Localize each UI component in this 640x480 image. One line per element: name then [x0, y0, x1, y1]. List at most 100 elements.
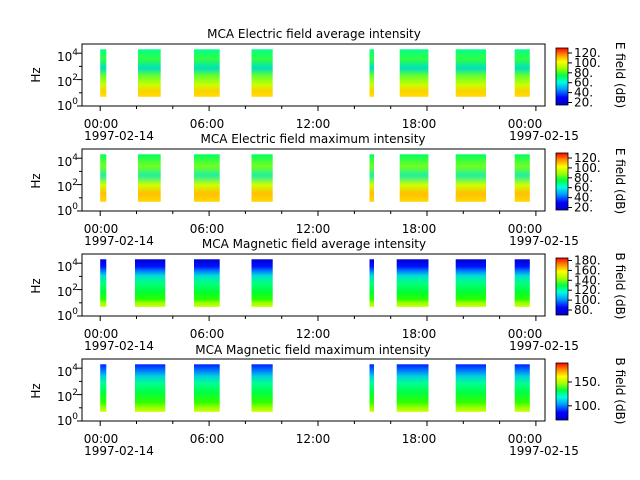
- panel-1-colorbar-tick-1: 40.: [574, 86, 593, 100]
- panel-3-segment-7: [514, 259, 530, 307]
- panel-4-xtick-3: 18:00: [402, 432, 437, 446]
- panel-2-colorbar-tick-3: 80.: [574, 171, 593, 185]
- panel-1-segment-1: [138, 49, 161, 97]
- panel-1-colorbar-tick-4: 100.: [574, 56, 601, 70]
- panel-4-segment-4: [369, 364, 374, 412]
- panel-2-colorbar-tick-4: 100.: [574, 161, 601, 175]
- panel-1-segment-0: [100, 49, 107, 97]
- panel-2-colorbar-tick-1: 40.: [574, 191, 593, 205]
- panel-1-colorbar: [556, 48, 568, 105]
- panel-3-colorbar-tick-1: 100.: [574, 293, 601, 307]
- panel-4-ytick-0: 100: [57, 412, 78, 428]
- panel-3-xdate-1: 1997-02-15: [509, 339, 579, 353]
- panel-1-ytick-0: 100: [57, 97, 78, 113]
- panel-3-colorbar: [556, 258, 568, 315]
- panel-2-segment-4: [369, 154, 374, 202]
- panel-1-segment-4: [369, 49, 374, 97]
- panel-2-axes: [81, 148, 546, 212]
- panel-2-xtick-2: 12:00: [296, 222, 331, 236]
- panel-1-xdate-1: 1997-02-15: [509, 129, 579, 143]
- panel-1-ytick-1: 102: [57, 73, 78, 89]
- panel-1-xtick-1: 06:00: [190, 117, 225, 131]
- panel-1-segment-3: [251, 49, 273, 97]
- panel-3-axes: [81, 253, 546, 317]
- panel-3-segment-1: [135, 259, 166, 307]
- panel-2-colorbar-tick-5: 120.: [574, 151, 601, 165]
- panel-1-segments: [100, 49, 530, 97]
- panel-2-colorbar: [556, 153, 568, 210]
- panel-1-ytick-2: 104: [57, 48, 78, 64]
- panel-4-xdate-1: 1997-02-15: [509, 444, 579, 458]
- panel-4-xtick-0: 00:00: [84, 432, 119, 446]
- panel-1-xtick-4: 00:00: [508, 117, 543, 131]
- panel-1-segment-7: [514, 49, 530, 97]
- panel-4-ytick-2: 104: [57, 363, 78, 379]
- panel-1-xdate-0: 1997-02-14: [84, 129, 154, 143]
- panel-2-segment-6: [455, 154, 486, 202]
- panel-3-xtick-2: 12:00: [296, 327, 331, 341]
- panel-4-ytick-1: 102: [57, 388, 78, 404]
- panel-2-ytick-1: 102: [57, 178, 78, 194]
- panel-1-segment-2: [194, 49, 220, 97]
- panel-1-xtick-2: 12:00: [296, 117, 331, 131]
- panel-1-colorbar-tick-2: 60.: [574, 76, 593, 90]
- panel-3-xdate-0: 1997-02-14: [84, 339, 154, 353]
- panel-3-segment-4: [369, 259, 374, 307]
- panel-4-xticks: 00:00 06:00 12:00 18:00 00:00 1997-02-14…: [84, 432, 579, 458]
- panel-3: MCA Magnetic field average intensity Hz …: [29, 237, 627, 353]
- panel-4-colorbar-frame: [555, 362, 569, 421]
- panel-2-segment-0: [100, 154, 107, 202]
- panel-4-colorbar-label: B field (dB): [613, 358, 627, 425]
- panel-1-yticks: 100 102 104: [57, 48, 78, 113]
- panel-4-segment-7: [514, 364, 530, 412]
- panel-1-xtick-0: 00:00: [84, 117, 119, 131]
- panel-3-xtick-3: 18:00: [402, 327, 437, 341]
- panel-2: MCA Electric field maximum intensity Hz …: [29, 132, 627, 248]
- panel-4-colorbar: [556, 363, 568, 420]
- panel-3-title: MCA Magnetic field average intensity: [202, 237, 426, 251]
- panel-2-segment-2: [194, 154, 220, 202]
- panel-2-yticks: 100 102 104: [57, 153, 78, 218]
- panel-3-segments: [100, 259, 530, 307]
- panel-4-segment-5: [396, 364, 429, 412]
- panel-1-colorbar-ticks: 20.40.60.80.100.120.: [568, 46, 601, 110]
- panel-4-colorbar-tick-0: 100.: [574, 399, 601, 413]
- panel-2-colorbar-tick-2: 60.: [574, 181, 593, 195]
- panel-2-xtick-1: 06:00: [190, 222, 225, 236]
- panel-1-axes: [81, 43, 546, 107]
- panel-4-ylabel: Hz: [29, 383, 43, 398]
- panel-3-ytick-0: 100: [57, 307, 78, 323]
- panel-4-segment-0: [100, 364, 107, 412]
- panel-2-segment-1: [138, 154, 161, 202]
- panel-1-segment-6: [455, 49, 486, 97]
- panel-4-xtick-1: 06:00: [190, 432, 225, 446]
- panel-3-ylabel: Hz: [29, 278, 43, 293]
- panel-3-segment-3: [251, 259, 273, 307]
- panel-4-colorbar-tick-1: 150.: [574, 375, 601, 389]
- panel-3-segment-0: [100, 259, 107, 307]
- panel-2-segment-5: [399, 154, 429, 202]
- panel-3-colorbar-tick-0: 80.: [574, 303, 593, 317]
- panel-3-colorbar-frame: [555, 257, 569, 316]
- panel-2-segment-3: [251, 154, 273, 202]
- panel-4-segment-1: [135, 364, 166, 412]
- panel-3-segment-2: [194, 259, 220, 307]
- panel-3-segment-5: [396, 259, 429, 307]
- panel-4: MCA Magnetic field maximum intensity Hz …: [29, 343, 627, 458]
- panel-4-segment-2: [194, 364, 220, 412]
- panel-4-segments: [100, 364, 530, 412]
- panel-1-colorbar-tick-0: 20.: [574, 96, 593, 110]
- panel-3-segment-6: [455, 259, 486, 307]
- panel-1-title: MCA Electric field average intensity: [207, 27, 421, 41]
- panel-2-colorbar-tick-0: 20.: [574, 201, 593, 215]
- panel-2-ylabel: Hz: [29, 173, 43, 188]
- panel-3-xtick-0: 00:00: [84, 327, 119, 341]
- panel-4-yticks: 100 102 104: [57, 363, 78, 428]
- panel-3-xticks: 00:00 06:00 12:00 18:00 00:00 1997-02-14…: [84, 327, 579, 353]
- panel-1-colorbar-tick-5: 120.: [574, 46, 601, 60]
- panel-2-xtick-0: 00:00: [84, 222, 119, 236]
- panel-1-colorbar-label: E field (dB): [613, 42, 627, 108]
- panel-3-ytick-1: 102: [57, 283, 78, 299]
- panel-2-colorbar-label: E field (dB): [613, 148, 627, 214]
- panel-2-title: MCA Electric field maximum intensity: [200, 132, 425, 146]
